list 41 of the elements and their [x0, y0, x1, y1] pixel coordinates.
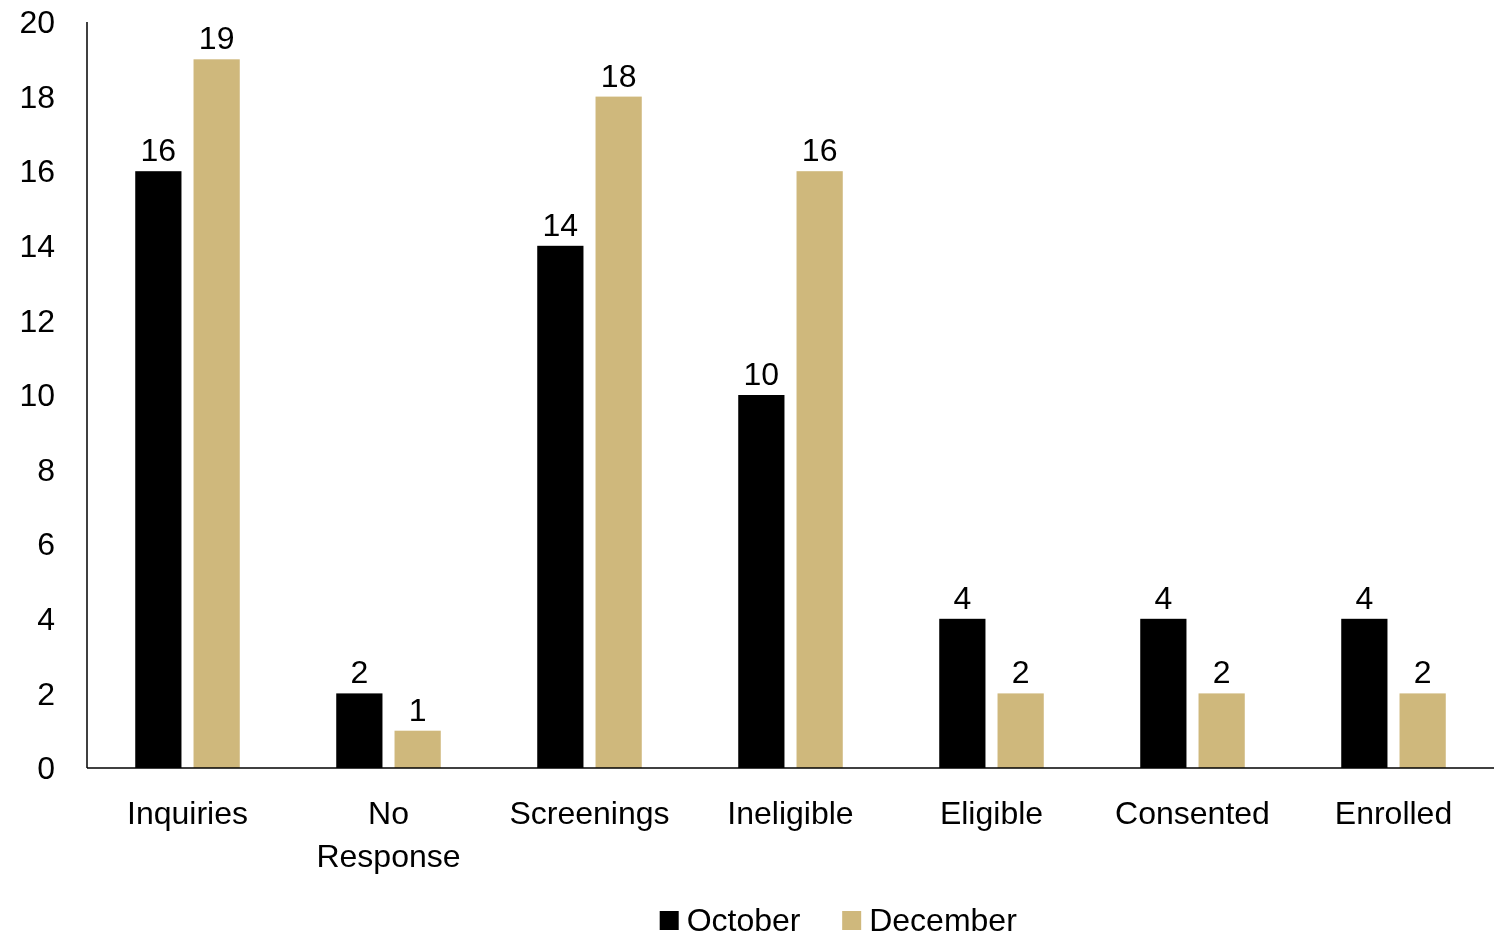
- data-label: 2: [350, 654, 369, 691]
- y-tick-label: 10: [19, 377, 55, 414]
- legend-label: October: [686, 902, 801, 937]
- y-tick-label: 0: [37, 750, 55, 787]
- y-tick-label: 20: [19, 4, 55, 41]
- y-tick-label: 18: [19, 78, 55, 115]
- data-label: 4: [953, 579, 972, 616]
- x-tick-label: Enrolled: [1334, 795, 1453, 831]
- legend-label: December: [869, 902, 1018, 937]
- y-tick-label: 8: [37, 451, 55, 488]
- y-tick-label: 2: [37, 675, 55, 712]
- data-label: 14: [542, 206, 579, 243]
- data-label: 2: [1011, 654, 1030, 691]
- y-tick-label: 6: [37, 526, 55, 563]
- data-label: 4: [1355, 579, 1374, 616]
- bar: [1399, 693, 1446, 768]
- data-label: 18: [600, 57, 637, 94]
- data-label: 16: [801, 132, 838, 169]
- x-tick-label: Inquiries: [127, 795, 248, 831]
- data-label: 10: [743, 356, 780, 392]
- bar: [193, 59, 240, 768]
- bar: [595, 96, 642, 768]
- data-label: 2: [1212, 654, 1231, 691]
- bar: [1198, 693, 1245, 768]
- data-label: 16: [140, 132, 177, 169]
- y-tick-label: 12: [19, 302, 55, 339]
- y-tick-label: 4: [37, 601, 55, 637]
- data-label: 19: [198, 20, 235, 57]
- x-tick-label: Screenings: [509, 795, 670, 831]
- data-label: 1: [408, 691, 427, 728]
- y-tick-label: 14: [19, 228, 55, 264]
- x-tick-label: Eligible: [939, 795, 1044, 831]
- x-tick-label: Consented: [1115, 795, 1270, 831]
- bar: [394, 730, 441, 768]
- data-label: 2: [1413, 654, 1432, 691]
- bar: [796, 171, 843, 768]
- bar: [997, 693, 1044, 768]
- x-tick-label: Ineligible: [727, 795, 854, 831]
- x-tick-label: No Response: [316, 795, 461, 874]
- y-tick-label: 16: [19, 153, 55, 190]
- data-label: 4: [1154, 579, 1173, 616]
